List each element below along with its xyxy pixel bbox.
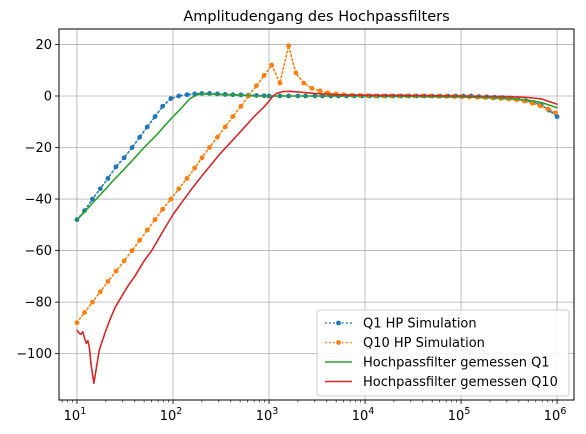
series-1-point — [97, 186, 103, 192]
series-2-point — [293, 70, 299, 76]
series-1-point — [160, 103, 166, 109]
series-2-point — [129, 248, 135, 253]
axis-ticks: 101 102 103 104 105 106 20 0 −20 −40 −60 −80 −100 — [16, 38, 566, 424]
series-2-point — [286, 43, 292, 49]
series-1-point — [152, 114, 158, 119]
series-2-point — [199, 155, 205, 161]
series-1-point — [144, 124, 150, 130]
series-2-point — [105, 279, 111, 284]
series-2-point — [214, 134, 220, 140]
chart-title: Amplitudengang des Hochpassfilters — [183, 9, 449, 25]
y-tick-label: 0 — [44, 89, 52, 104]
series-2-point — [301, 80, 307, 86]
x-tick-label: 105 — [448, 406, 471, 424]
series-1-point — [168, 96, 174, 101]
series-1-point — [176, 93, 182, 99]
series-2-point — [90, 299, 95, 305]
series-1-point — [105, 176, 111, 181]
series-2-point — [309, 85, 315, 91]
series-2-point — [97, 289, 103, 295]
legend-marker — [336, 320, 341, 326]
x-tick-label: 101 — [64, 406, 87, 424]
series-2-point — [545, 106, 551, 112]
series-1-point — [90, 196, 95, 202]
y-tick-label: −100 — [16, 347, 52, 362]
x-tick-label: 104 — [352, 406, 375, 424]
legend: Q1 HP Simulation Q10 HP Simulation Hochpas… — [316, 309, 570, 397]
series-2-point — [82, 310, 87, 315]
x-tick-label: 106 — [544, 406, 567, 424]
plot-frame — [58, 28, 575, 401]
y-tick-label: −20 — [25, 141, 52, 156]
series-2-point — [317, 88, 323, 94]
legend-box — [316, 309, 570, 397]
legend-label: Hochpassfilter gemessen Q10 — [363, 375, 558, 390]
series-2-point — [160, 206, 166, 212]
series-line-3 — [76, 93, 558, 221]
series-1-point — [121, 155, 127, 161]
series-1-point — [137, 134, 143, 140]
series-2-point — [553, 110, 559, 116]
series-2-point — [537, 103, 543, 109]
series-1-point — [113, 164, 119, 170]
legend-marker — [336, 340, 341, 345]
series-2-point — [207, 145, 212, 150]
series-layer — [74, 43, 560, 385]
x-tick-label: 103 — [256, 406, 279, 424]
x-tick-label: 102 — [160, 406, 183, 424]
series-2-point — [137, 237, 143, 243]
y-tick-label: −40 — [25, 193, 52, 208]
y-tick-label: −80 — [25, 296, 52, 311]
series-1-point — [184, 92, 190, 98]
series-2-point — [152, 217, 158, 223]
series-2-point — [222, 124, 228, 130]
series-line-4 — [76, 90, 558, 385]
series-2-point — [261, 72, 267, 78]
series-2-point — [168, 196, 174, 202]
series-2-point — [277, 80, 283, 86]
series-2-point — [230, 114, 236, 119]
series-2-point — [176, 186, 182, 192]
series-2-point — [113, 268, 119, 274]
y-tick-label: 20 — [35, 38, 52, 53]
legend-label: Q1 HP Simulation — [363, 317, 477, 332]
series-2-point — [74, 320, 80, 326]
legend-label: Hochpassfilter gemessen Q1 — [363, 356, 550, 371]
series-2-point — [192, 165, 198, 171]
series-2-point — [529, 100, 535, 106]
series-2-point — [184, 176, 190, 181]
series-2-point — [238, 103, 244, 109]
series-2-point — [144, 227, 150, 233]
y-tick-label: −60 — [25, 244, 52, 259]
series-1-point — [554, 114, 560, 119]
legend-label: Q10 HP Simulation — [363, 336, 485, 351]
series-2-point — [254, 83, 259, 89]
series-2-point — [121, 258, 127, 264]
series-1-point — [129, 145, 135, 150]
series-2-point — [269, 62, 275, 68]
